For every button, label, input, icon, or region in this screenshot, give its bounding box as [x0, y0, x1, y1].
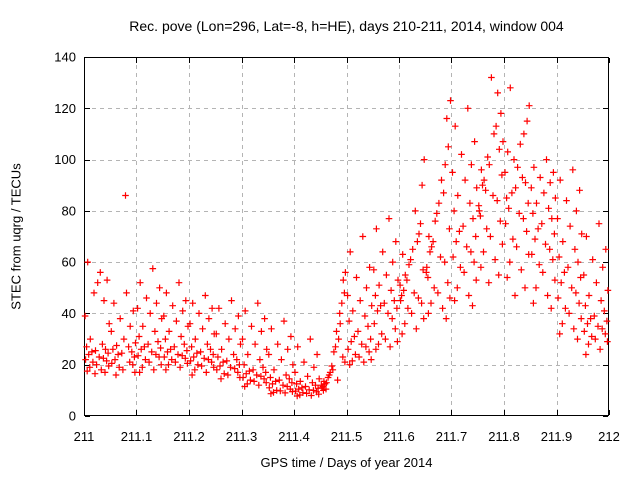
y-tick-label: 80: [62, 203, 76, 218]
y-tick-label: 100: [54, 152, 76, 167]
y-tick-label: 120: [54, 101, 76, 116]
x-tick-label: 211: [74, 429, 95, 444]
x-tick-label: 211.5: [331, 429, 363, 444]
y-tick-label: 40: [62, 306, 76, 321]
scatter-points: [81, 74, 612, 400]
x-tick-label: 211.6: [383, 429, 415, 444]
x-tick-label: 211.9: [541, 429, 573, 444]
x-axis-label: GPS time / Days of year 2014: [260, 455, 433, 470]
x-tick-label: 211.2: [173, 429, 205, 444]
y-tick-label: 20: [62, 357, 76, 372]
x-tick-label: 211.1: [121, 429, 153, 444]
chart-title: Rec. pove (Lon=296, Lat=-8, h=HE), days …: [129, 18, 564, 34]
x-tick-label: 211.7: [436, 429, 468, 444]
x-tick-label: 211.4: [278, 429, 310, 444]
y-tick-label: 60: [62, 255, 76, 270]
y-tick-label: 140: [54, 50, 76, 65]
plot-border: [84, 57, 609, 416]
x-tick-label: 212: [598, 429, 620, 444]
x-tick-label: 211.3: [226, 429, 258, 444]
x-tick-label: 211.8: [488, 429, 520, 444]
y-tick-label: 0: [69, 409, 76, 424]
